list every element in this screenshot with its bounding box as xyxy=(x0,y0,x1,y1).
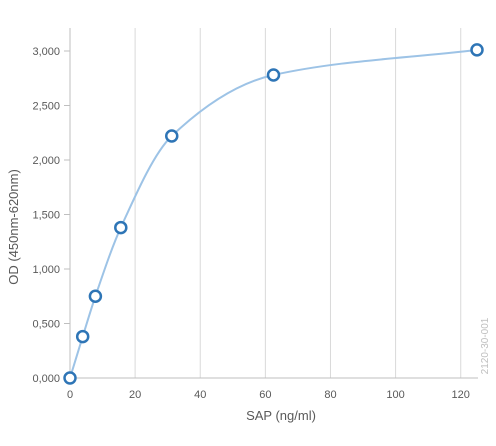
y-tick-label: 1,000 xyxy=(32,264,60,276)
y-axis-title: OD (450nm-620nm) xyxy=(6,169,21,285)
x-tick-label: 20 xyxy=(129,389,141,401)
x-tick-label: 120 xyxy=(452,389,470,401)
y-tick-label: 2,000 xyxy=(32,155,60,167)
x-tick-label: 80 xyxy=(324,389,336,401)
x-tick-label: 0 xyxy=(67,389,73,401)
point-layer xyxy=(63,43,484,385)
label-layer: 0 20 40 60 80 100 120 0,000 0,500 1,000 1,500 2,000… xyxy=(32,46,469,401)
y-tick-label: 0,500 xyxy=(32,319,60,331)
curve-layer xyxy=(69,48,478,379)
x-tick-label: 100 xyxy=(386,389,404,401)
y-tick-label: 2,500 xyxy=(32,101,60,113)
x-tick-label: 60 xyxy=(259,389,271,401)
axis-layer xyxy=(64,28,478,379)
y-tick-label: 1,500 xyxy=(32,210,60,222)
data-point xyxy=(165,129,179,143)
data-point xyxy=(75,329,90,344)
catalog-watermark: 2120-30-001 xyxy=(480,317,491,374)
x-axis-title: SAP (ng/ml) xyxy=(246,408,316,423)
data-point xyxy=(88,289,103,303)
data-point xyxy=(470,43,484,57)
x-tick-label: 40 xyxy=(194,389,206,401)
y-tick-label: 0,000 xyxy=(32,373,60,385)
y-tick-label: 3,000 xyxy=(32,46,60,58)
data-point xyxy=(63,371,77,385)
data-point xyxy=(266,68,281,82)
grid-layer xyxy=(69,28,462,378)
fit-curve xyxy=(69,48,478,379)
data-point xyxy=(114,220,128,235)
